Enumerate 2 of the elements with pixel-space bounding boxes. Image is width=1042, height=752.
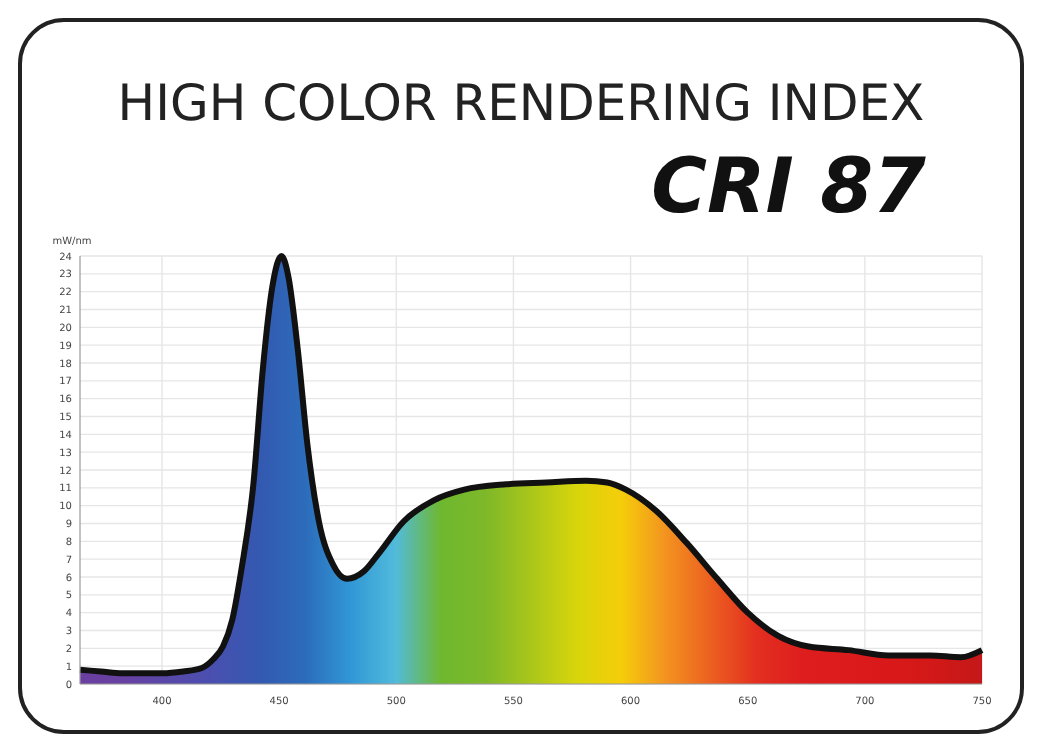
chart-title: HIGH COLOR RENDERING INDEX xyxy=(117,74,925,132)
chart-subtitle: CRI 87 xyxy=(651,142,928,230)
